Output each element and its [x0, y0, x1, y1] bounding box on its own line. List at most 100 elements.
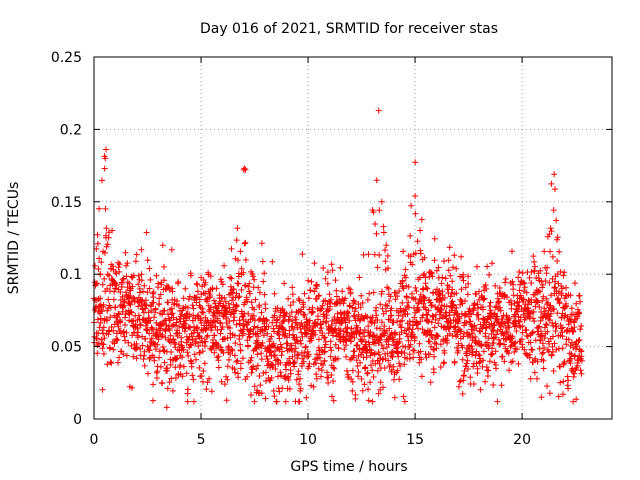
data-point [567, 355, 574, 362]
data-point [263, 369, 269, 376]
data-point [144, 289, 151, 296]
data-point [258, 309, 265, 316]
data-point [521, 284, 528, 291]
data-point [285, 377, 292, 383]
data-point [139, 342, 146, 349]
data-point [146, 347, 153, 354]
data-point [391, 394, 398, 401]
data-point [175, 302, 182, 309]
data-point [365, 251, 372, 258]
data-point [349, 367, 356, 374]
data-point [437, 364, 444, 370]
data-point [433, 311, 439, 318]
data-point [539, 281, 546, 288]
data-point [534, 375, 540, 382]
y-axis-label: SRMTID / TECUs [6, 182, 22, 295]
data-point [530, 315, 536, 322]
data-point [394, 349, 401, 356]
data-point [428, 302, 435, 309]
data-point [168, 246, 175, 253]
data-point [272, 348, 278, 354]
data-point [346, 317, 353, 324]
data-point [536, 345, 543, 352]
data-point [213, 285, 220, 292]
data-point [141, 282, 148, 289]
data-point [193, 299, 200, 306]
data-point [411, 347, 418, 354]
data-point [248, 354, 255, 361]
data-point [169, 323, 175, 330]
data-point [478, 342, 485, 349]
data-point [541, 335, 548, 341]
data-point [388, 366, 395, 373]
data-point [464, 291, 471, 298]
data-point [423, 331, 429, 338]
data-point [150, 299, 157, 306]
data-point [120, 328, 127, 335]
data-point [365, 323, 372, 330]
data-point [405, 337, 412, 344]
data-point [385, 357, 392, 364]
data-point [279, 305, 286, 312]
data-point [374, 367, 381, 374]
data-point [376, 360, 383, 367]
data-point [159, 380, 166, 387]
data-point [160, 320, 167, 327]
data-point [459, 390, 466, 397]
data-point [394, 367, 401, 374]
data-point [295, 368, 302, 375]
data-point [115, 359, 121, 366]
data-point [551, 171, 558, 178]
data-point [399, 317, 405, 324]
data-point [234, 357, 241, 364]
data-point [425, 307, 432, 314]
data-point [237, 327, 244, 334]
data-point [437, 341, 444, 348]
data-point [450, 302, 457, 309]
data-point [333, 293, 340, 300]
data-point [370, 209, 377, 216]
data-point [546, 390, 553, 397]
data-point [423, 354, 430, 361]
data-point [572, 280, 578, 287]
data-point [95, 330, 102, 337]
data-point [504, 294, 510, 301]
data-point [451, 359, 458, 366]
data-point [189, 302, 196, 309]
data-point [220, 349, 227, 356]
data-point [401, 398, 408, 405]
data-point [99, 177, 105, 184]
data-point [468, 311, 475, 318]
data-point [281, 280, 288, 287]
data-point [237, 341, 244, 348]
data-point [484, 373, 491, 379]
data-point [441, 295, 448, 301]
data-point [433, 267, 440, 274]
data-point [427, 379, 434, 386]
data-point [196, 364, 203, 371]
data-point [511, 323, 518, 330]
data-point [117, 319, 124, 326]
data-point [130, 317, 137, 324]
data-point [521, 346, 528, 353]
data-point [465, 273, 472, 280]
data-point [334, 315, 341, 322]
data-point [246, 290, 253, 297]
data-point [468, 343, 475, 350]
data-point [455, 347, 462, 354]
data-point [380, 384, 386, 391]
data-point [544, 328, 551, 335]
data-point [352, 305, 359, 312]
data-point [374, 264, 381, 271]
chart-title: Day 016 of 2021, SRMTID for receiver sta… [200, 21, 498, 37]
data-point [235, 257, 241, 264]
data-point [103, 146, 109, 153]
data-point [531, 318, 538, 325]
data-point [242, 239, 249, 246]
data-point [242, 256, 249, 263]
data-point [194, 329, 201, 336]
data-point [385, 265, 391, 272]
data-point [166, 327, 173, 334]
data-point [255, 284, 262, 291]
data-point [377, 379, 384, 386]
